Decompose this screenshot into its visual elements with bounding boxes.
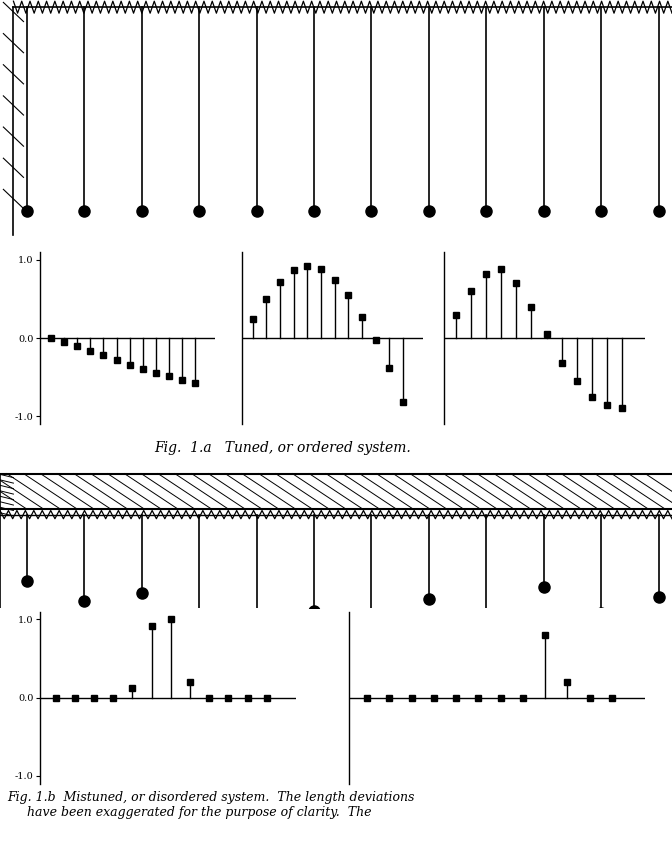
Bar: [0, 473, 672, 509]
Text: Fig.  1.a   Tuned, or ordered system.: Fig. 1.a Tuned, or ordered system.: [154, 441, 411, 455]
Text: Fig. 1.b  Mistuned, or disordered system.  The length deviations
     have been : Fig. 1.b Mistuned, or disordered system.…: [7, 791, 414, 819]
